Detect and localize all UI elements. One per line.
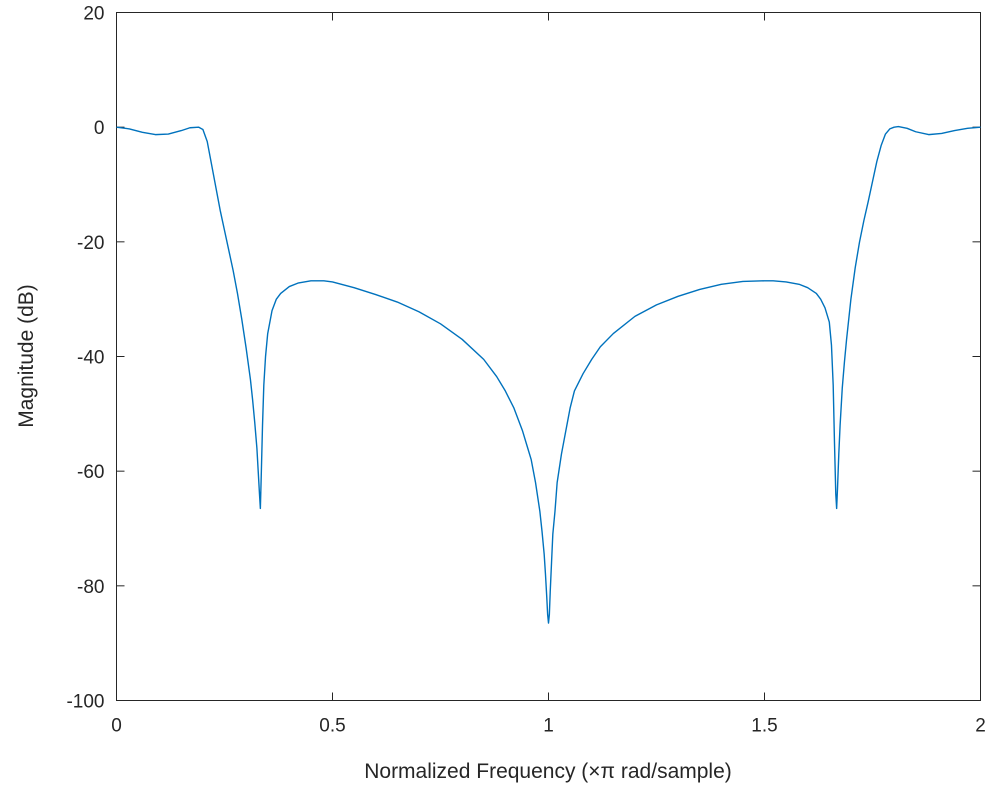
- x-tick-label: 1: [543, 716, 554, 737]
- x-tick-label: 1.5: [751, 716, 777, 737]
- x-tick-label: 2: [975, 716, 986, 737]
- x-axis-label: Normalized Frequency (×π rad/sample): [364, 760, 732, 783]
- y-tick-label: -40: [77, 348, 104, 369]
- x-tick-labels: 0 0.5 1 1.5 2: [111, 716, 986, 737]
- y-tick-label: -100: [66, 692, 104, 713]
- x-tick-label: 0: [111, 716, 122, 737]
- y-axis-label: Magnitude (dB): [15, 284, 38, 428]
- series-line: [116, 125, 981, 624]
- y-tick-label: 20: [83, 4, 104, 25]
- y-tick-labels: 20 0 -20 -40 -60 -80 -100: [66, 4, 104, 713]
- y-tick-label: -20: [77, 233, 104, 254]
- tick-marks: [116, 12, 981, 701]
- x-tick-label: 0.5: [319, 716, 345, 737]
- y-tick-label: -60: [77, 462, 104, 483]
- axes-box: [116, 12, 981, 701]
- y-tick-label: -80: [77, 577, 104, 598]
- y-tick-label: 0: [94, 118, 105, 139]
- series-layer: [116, 125, 981, 624]
